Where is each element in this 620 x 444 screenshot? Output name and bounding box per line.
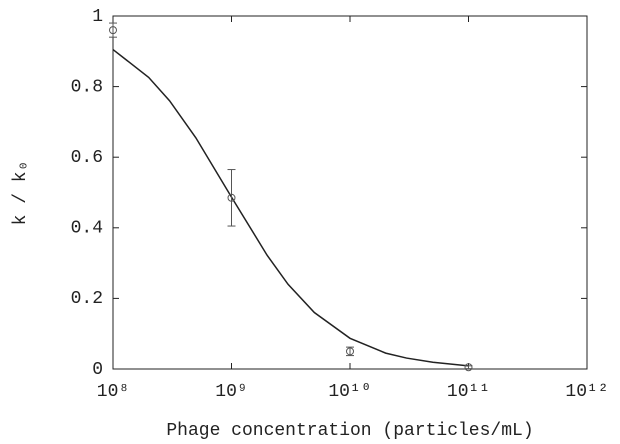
data-point <box>109 26 117 35</box>
x-tick-label: 10⁹ <box>215 382 247 402</box>
x-tick-label: 10¹² <box>565 382 608 402</box>
y-tick-label: 0 <box>92 360 103 380</box>
data-point <box>346 347 354 356</box>
x-tick-label: 10¹¹ <box>447 382 490 402</box>
data-point <box>464 363 473 372</box>
x-tick-label: 10⁸ <box>97 382 129 402</box>
y-tick-label: 0.2 <box>71 289 103 309</box>
y-axis-title: k / k₀ <box>11 161 31 226</box>
y-tick-label: 1 <box>92 7 103 27</box>
x-axis-title: Phage concentration (particles/mL) <box>166 421 533 441</box>
x-tick-label: 10¹⁰ <box>328 382 371 402</box>
data-point <box>227 193 236 202</box>
plot-frame <box>112 15 588 370</box>
y-tick-label: 0.6 <box>71 148 103 168</box>
y-tick-label: 0.4 <box>71 219 103 239</box>
fit-curve <box>112 48 469 367</box>
y-tick-label: 0.8 <box>71 77 103 97</box>
